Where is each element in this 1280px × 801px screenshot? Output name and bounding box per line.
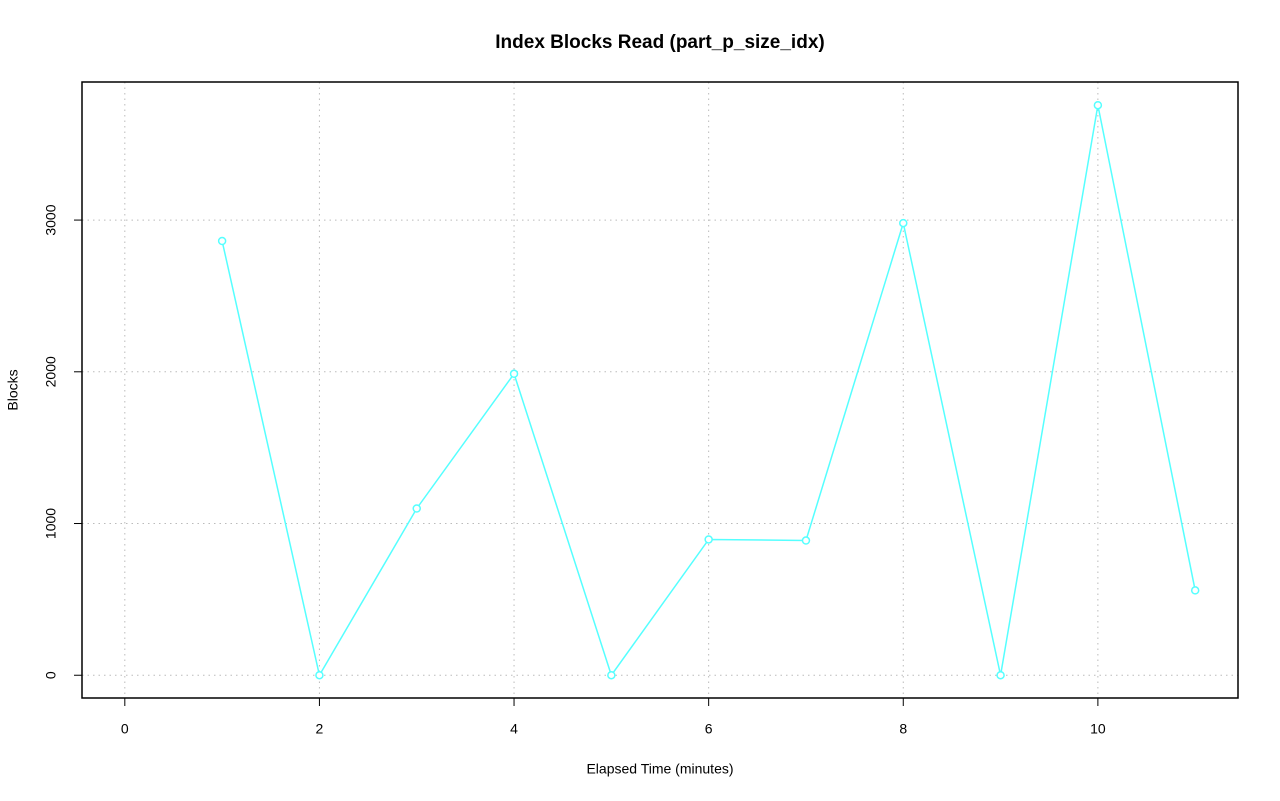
data-point	[801, 536, 811, 545]
data-point	[996, 670, 1005, 680]
x-tick-label: 10	[1090, 721, 1106, 737]
x-tick-label: 8	[899, 721, 907, 737]
y-tick-label: 1000	[43, 508, 59, 539]
y-tick-label: 0	[43, 671, 59, 679]
data-point	[704, 535, 713, 544]
x-axis-label: Elapsed Time (minutes)	[586, 761, 733, 777]
data-point	[1093, 100, 1103, 110]
x-tick-label: 4	[510, 721, 518, 737]
x-tick-label: 2	[316, 721, 324, 737]
y-axis-label: Blocks	[5, 369, 21, 410]
x-tick-label: 6	[705, 721, 713, 737]
data-point	[509, 369, 519, 379]
y-tick-label: 3000	[43, 204, 59, 235]
data-point	[899, 218, 908, 228]
chart-title: Index Blocks Read (part_p_size_idx)	[495, 32, 824, 53]
plot-frame	[81, 81, 1239, 699]
data-point	[1190, 586, 1200, 595]
y-tick-label: 2000	[43, 356, 59, 387]
x-tick-label: 0	[121, 721, 129, 737]
data-point	[607, 670, 616, 680]
data-point	[315, 670, 324, 680]
data-point	[412, 504, 421, 513]
data-point	[217, 236, 227, 246]
